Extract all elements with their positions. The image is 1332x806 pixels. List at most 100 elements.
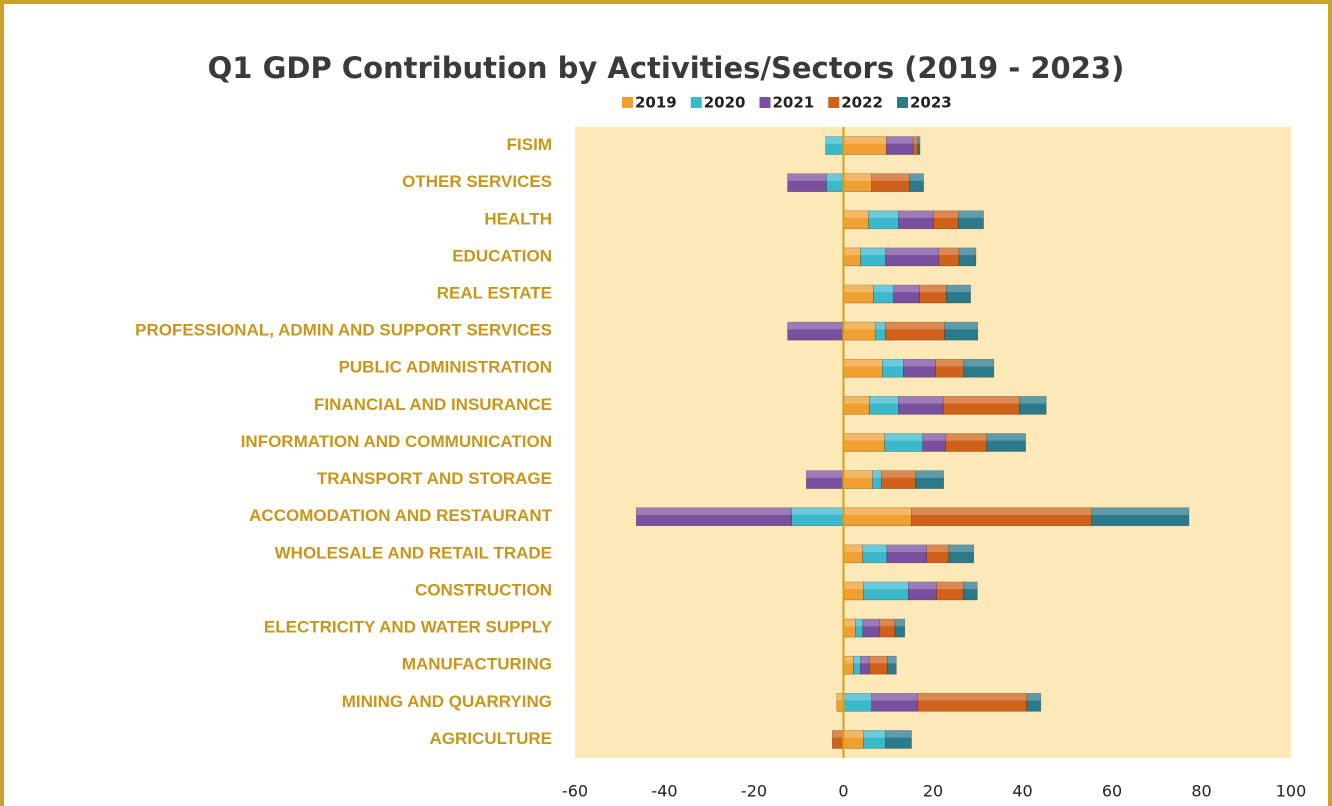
bar-highlight — [958, 210, 984, 218]
bar-highlight — [843, 285, 874, 293]
bar-highlight — [869, 656, 888, 664]
bar-highlight — [872, 470, 882, 478]
bar-highlight — [936, 581, 964, 590]
bar-highlight — [843, 247, 861, 256]
bar-highlight — [843, 581, 864, 590]
bar-highlight — [825, 136, 844, 144]
bar-highlight — [963, 359, 994, 367]
bar-highlight — [843, 619, 856, 627]
bar-highlight — [868, 210, 899, 218]
bar-segment — [958, 247, 977, 267]
bar-highlight — [944, 322, 978, 330]
bar-highlight — [860, 656, 870, 664]
bar-segment — [944, 321, 979, 341]
category-label: MINING AND QUARRYING — [342, 692, 552, 711]
bar-highlight — [938, 247, 959, 256]
bar-highlight — [826, 173, 844, 181]
bar-highlight — [908, 581, 937, 590]
bar-highlight — [843, 433, 885, 441]
bar-highlight — [935, 359, 964, 367]
bar-segment — [946, 284, 971, 304]
x-tick-label: -60 — [562, 782, 588, 801]
bar-highlight — [863, 730, 886, 738]
bar-segment — [1091, 507, 1190, 527]
category-label: FINANCIAL AND INSURANCE — [314, 395, 552, 414]
bar-highlight — [911, 507, 1092, 515]
bar-highlight — [843, 210, 869, 218]
chart-title: Q1 GDP Contribution by Activities/Sector… — [208, 51, 1125, 85]
category-label: MANUFACTURING — [402, 655, 552, 674]
bar-highlight — [843, 693, 872, 701]
legend-swatch — [897, 97, 908, 108]
bar-highlight — [1091, 507, 1189, 515]
bar-highlight — [843, 396, 870, 404]
bar-highlight — [882, 359, 904, 367]
bar-highlight — [843, 656, 854, 664]
bar-segment — [1019, 396, 1047, 415]
bar-highlight — [879, 619, 895, 627]
bar-highlight — [843, 136, 887, 144]
bar-highlight — [926, 544, 949, 553]
bar-highlight — [869, 396, 899, 404]
x-tick-label: 100 — [1276, 782, 1307, 801]
legend-label: 2021 — [773, 94, 815, 112]
bar-highlight — [913, 136, 918, 144]
bar-highlight — [843, 322, 876, 330]
bar-highlight — [853, 656, 861, 664]
bar-highlight — [887, 656, 897, 664]
bar-highlight — [1026, 693, 1041, 701]
bar-highlight — [855, 619, 863, 627]
bar-segment — [917, 136, 921, 155]
bar-segment — [963, 581, 978, 601]
bar-highlight — [893, 285, 920, 293]
bar-highlight — [843, 544, 863, 553]
bar-highlight — [898, 396, 944, 404]
bar-highlight — [943, 396, 1020, 404]
bar-highlight — [843, 470, 873, 478]
bar-segment — [894, 618, 906, 638]
category-label: AGRICULTURE — [430, 729, 552, 748]
bar-highlight — [843, 507, 912, 515]
bar-highlight — [836, 693, 844, 701]
bar-highlight — [945, 433, 987, 441]
bar-highlight — [881, 470, 916, 478]
x-tick-label: 0 — [838, 782, 848, 801]
bar-highlight — [787, 322, 844, 330]
bar-highlight — [903, 359, 936, 367]
bar-highlight — [862, 544, 887, 553]
bar-highlight — [885, 322, 945, 330]
bar-segment — [882, 358, 904, 378]
legend-swatch — [828, 97, 840, 108]
category-label: PUBLIC ADMINISTRATION — [339, 358, 552, 377]
category-label: ELECTRICITY AND WATER SUPPLY — [264, 618, 553, 637]
bar-highlight — [806, 470, 844, 478]
bar-highlight — [871, 693, 918, 701]
bar-highlight — [922, 433, 946, 441]
bar-highlight — [884, 433, 923, 441]
legend-swatch — [690, 97, 702, 108]
bar-highlight — [917, 136, 921, 144]
x-tick-label: -20 — [741, 782, 767, 801]
category-label: HEALTH — [484, 209, 552, 228]
category-label: ACCOMODATION AND RESTAURANT — [249, 506, 552, 525]
bar-highlight — [1019, 396, 1047, 404]
bar-highlight — [860, 247, 886, 256]
category-label: TRANSPORT AND STORAGE — [317, 469, 552, 488]
bar-highlight — [832, 730, 844, 738]
category-label: PROFESSIONAL, ADMIN AND SUPPORT SERVICES — [135, 321, 552, 340]
bar-highlight — [843, 173, 872, 181]
bar-segment — [915, 470, 945, 489]
bar-highlight — [915, 470, 944, 478]
x-tick-label: 60 — [1102, 782, 1122, 801]
bar-segment — [887, 655, 897, 675]
bar-highlight — [963, 581, 978, 590]
bar-segment — [963, 358, 995, 378]
bar-highlight — [898, 210, 934, 218]
legend-swatch — [622, 97, 633, 108]
bar-highlight — [787, 173, 827, 181]
bar-highlight — [909, 173, 924, 181]
bar-highlight — [862, 619, 880, 627]
bar-segment — [986, 433, 1026, 452]
x-tick-label: 80 — [1191, 782, 1211, 801]
bar-highlight — [863, 581, 909, 590]
